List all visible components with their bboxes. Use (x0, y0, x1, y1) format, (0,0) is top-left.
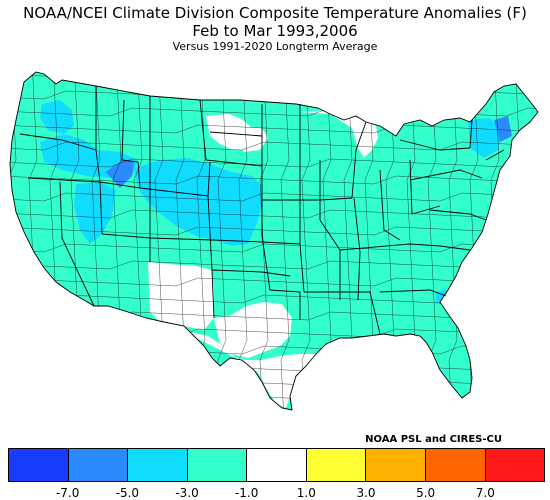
legend-tick-label: 1.0 (296, 486, 316, 500)
legend-swatch (9, 449, 69, 481)
legend-tick-label: -3.0 (175, 486, 199, 500)
legend-tick-label: -5.0 (115, 486, 140, 500)
region-texas-big-bend (180, 330, 316, 408)
legend-swatch (68, 449, 129, 481)
legend-swatch (485, 449, 545, 481)
legend-tick-label: 3.0 (356, 486, 376, 500)
region-vermont-new-hampshire (494, 116, 512, 142)
color-legend (8, 448, 545, 482)
region-southwest-new-mexico (148, 262, 214, 330)
us-climate-division-map (9, 71, 539, 411)
map-subtitle: Feb to Mar 1993,2006 (192, 22, 358, 40)
map-title: NOAA/NCEI Climate Division Composite Tem… (23, 4, 527, 22)
legend-tick-label: 5.0 (416, 486, 436, 500)
legend-tick-label: 7.0 (475, 486, 495, 500)
legend-swatch (306, 449, 367, 481)
baseline-note: Versus 1991-2020 Longterm Average (172, 40, 378, 53)
legend-swatch (128, 449, 188, 481)
state-boundaries (9, 71, 539, 411)
region-west-texas (214, 302, 292, 358)
legend-swatch (187, 449, 248, 481)
region-idaho-central (106, 160, 134, 188)
legend-ticks: -7.0 -5.0 -3.0 -1.0 1.0 3.0 5.0 7.0 (8, 486, 545, 500)
region-utah-northwest (74, 182, 116, 244)
region-north-dakota-west (226, 126, 268, 152)
legend-tick-label: -1.0 (234, 486, 259, 500)
legend-swatch (366, 449, 426, 481)
legend-swatch (425, 449, 486, 481)
region-minnesota-wisconsin-north (300, 110, 378, 158)
region-washington-cascades (40, 100, 74, 134)
credit-label: NOAA PSL and CIRES-CU (365, 434, 502, 445)
legend-tick-label: -7.0 (55, 486, 80, 500)
legend-swatch (247, 449, 307, 481)
